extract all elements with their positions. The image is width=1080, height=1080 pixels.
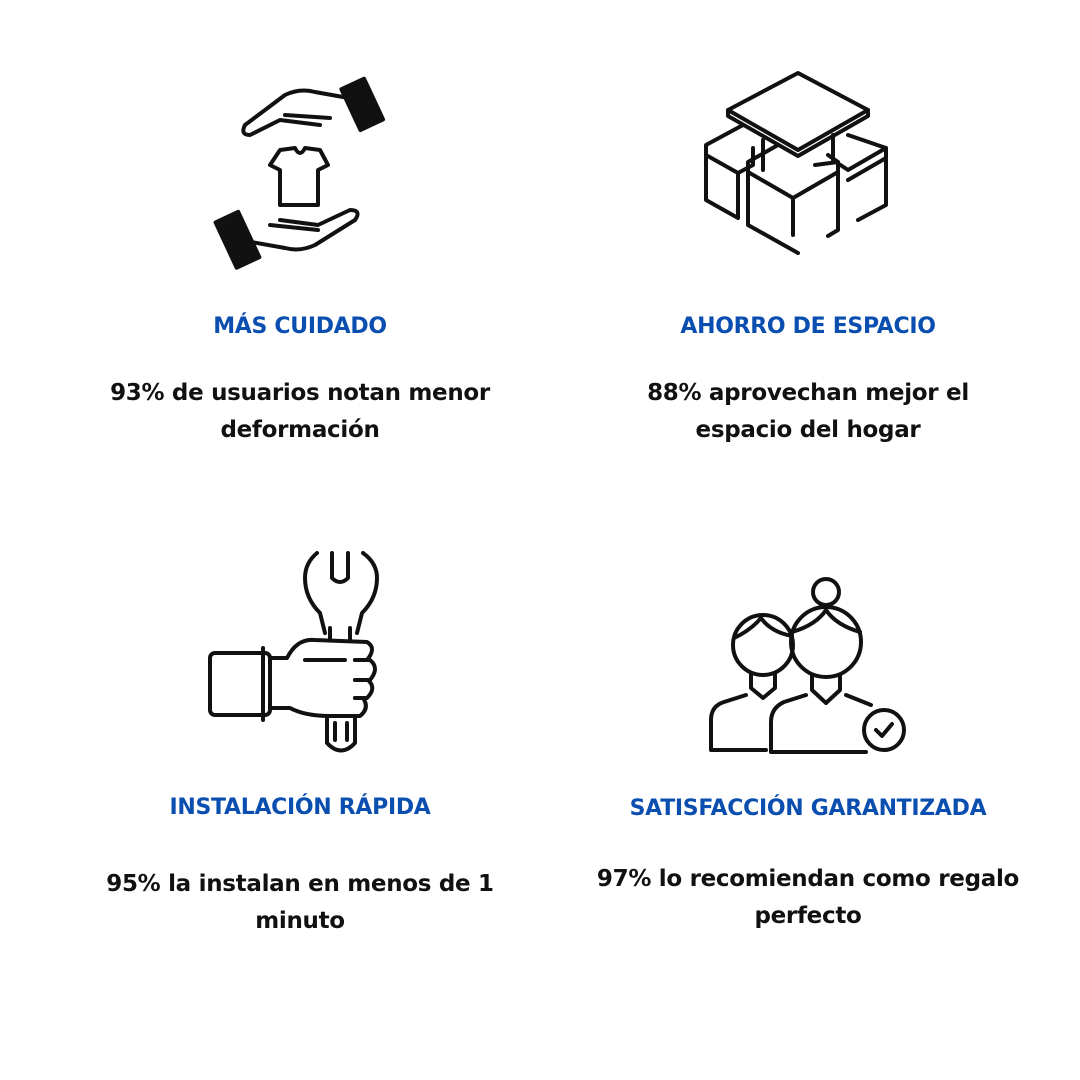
feature-card-space: AHORRO DE ESPACIO 88% aprovechan mejor e… xyxy=(558,0,1058,540)
feature-title: SATISFACCIÓN GARANTIZADA xyxy=(629,796,987,821)
feature-card-care: MÁS CUIDADO 93% de usuarios notan menor … xyxy=(50,0,550,540)
feature-title: MÁS CUIDADO xyxy=(213,314,387,339)
feature-description: 95% la instalan en menos de 1 minuto xyxy=(106,871,494,934)
feature-title: AHORRO DE ESPACIO xyxy=(680,314,936,339)
feature-description: 97% lo recomiendan como regalo perfecto xyxy=(596,866,1020,929)
users-check-icon xyxy=(706,570,911,764)
storage-boxes-icon xyxy=(703,70,903,264)
feature-card-satisfaction: SATISFACCIÓN GARANTIZADA 97% lo recomien… xyxy=(558,540,1058,1080)
hands-shirt-icon xyxy=(200,70,400,284)
feature-description: 88% aprovechan mejor el espacio del hoga… xyxy=(647,380,969,443)
feature-title: INSTALACIÓN RÁPIDA xyxy=(169,795,431,820)
feature-card-installation: INSTALACIÓN RÁPIDA 95% la instalan en me… xyxy=(50,540,550,1080)
hand-wrench-icon xyxy=(205,548,385,762)
feature-description: 93% de usuarios notan menor deformación xyxy=(110,380,490,443)
